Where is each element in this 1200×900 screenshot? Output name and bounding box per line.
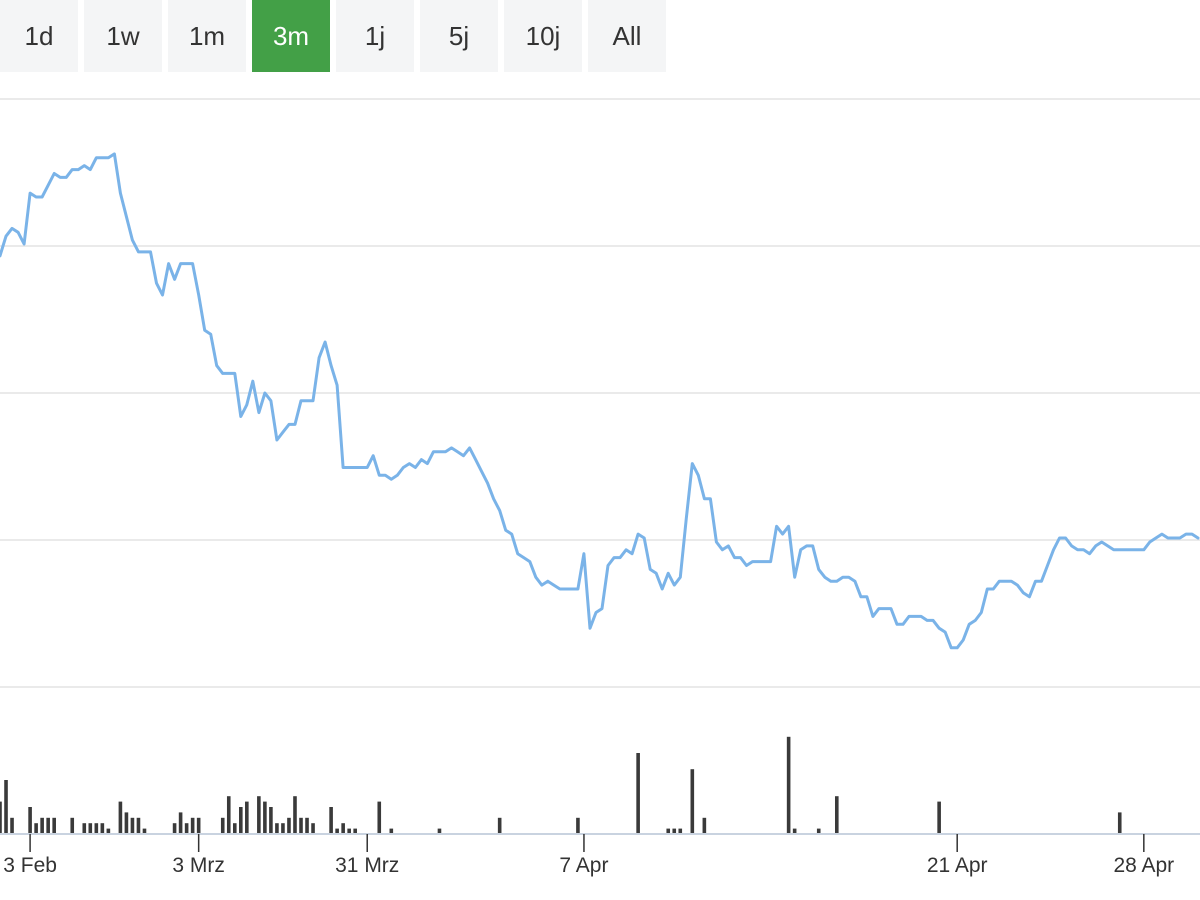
volume-bar (263, 801, 267, 834)
volume-bar (220, 817, 225, 834)
volume-bar (34, 823, 38, 834)
volume-bar (172, 823, 177, 834)
volume-bar (118, 801, 123, 834)
volume-bars (0, 736, 1122, 834)
volume-bar (239, 807, 243, 834)
volume-bar (1117, 812, 1122, 834)
volume-bar (834, 796, 839, 834)
x-tick-label: 3 Feb (3, 854, 57, 877)
volume-bar (245, 801, 249, 834)
volume-bar (106, 828, 111, 834)
volume-bar (666, 828, 671, 834)
volume-bar (636, 753, 640, 834)
volume-bar (226, 796, 231, 834)
volume-bar (690, 769, 695, 834)
volume-bar (816, 828, 821, 834)
volume-bar (28, 807, 32, 834)
volume-bar (94, 823, 99, 834)
volume-bar (341, 823, 345, 834)
range-button-1m[interactable]: 1m (168, 0, 246, 72)
range-button-10j[interactable]: 10j (504, 0, 582, 72)
volume-bar (329, 807, 333, 834)
volume-bar (40, 817, 44, 834)
volume-bar (196, 817, 201, 834)
volume-bar (190, 817, 195, 834)
price-series (0, 152, 1200, 650)
volume-bar (678, 828, 683, 834)
range-button-all[interactable]: All (588, 0, 666, 72)
volume-bar (142, 828, 147, 834)
volume-bar (10, 817, 14, 834)
volume-bar (347, 828, 351, 834)
volume-bar (184, 823, 189, 834)
x-tick-label: 3 Mrz (172, 854, 225, 877)
volume-bar (437, 828, 442, 834)
volume-bar (353, 828, 357, 834)
volume-bar (130, 817, 135, 834)
volume-bar (46, 817, 50, 834)
volume-bar (136, 817, 141, 834)
volume-bar (497, 817, 502, 834)
volume-bar (281, 823, 285, 834)
range-button-1d[interactable]: 1d (0, 0, 78, 72)
volume-bar (311, 823, 315, 834)
price-line (0, 152, 1200, 650)
volume-bar (124, 812, 129, 834)
volume-bar (576, 817, 580, 834)
gridlines (0, 98, 1200, 688)
volume-bar (672, 828, 677, 834)
volume-bar (786, 736, 791, 834)
x-tick-label: 31 Mrz (335, 854, 399, 877)
volume-bar (389, 828, 394, 834)
volume-bar (52, 817, 56, 834)
volume-bar (287, 817, 291, 834)
volume-bar (269, 807, 273, 834)
volume-bar (275, 823, 279, 834)
volume-bar (305, 817, 309, 834)
range-button-3m[interactable]: 3m (252, 0, 330, 72)
volume-bar (335, 828, 339, 834)
x-tick-label: 21 Apr (927, 854, 988, 877)
volume-bar (792, 828, 797, 834)
volume-bar (937, 801, 941, 834)
range-selector: 1d 1w 1m 3m 1j 5j 10j All (0, 0, 672, 72)
range-button-1j[interactable]: 1j (336, 0, 414, 72)
volume-bar (100, 823, 105, 834)
volume-bar (70, 817, 75, 834)
range-button-1w[interactable]: 1w (84, 0, 162, 72)
range-button-5j[interactable]: 5j (420, 0, 498, 72)
volume-bar (299, 817, 303, 834)
volume-bar (293, 796, 297, 834)
volume-bar (88, 823, 93, 834)
x-tick-label: 28 Apr (1113, 854, 1174, 877)
x-axis: 3 Feb 3 Mrz 31 Mrz 7 Apr 21 Apr 28 Apr (0, 833, 1200, 877)
volume-bar (702, 817, 707, 834)
volume-bar (4, 780, 8, 834)
volume-bar (257, 796, 261, 834)
volume-bar (0, 801, 2, 834)
volume-bar (178, 812, 183, 834)
x-tick-label: 7 Apr (559, 854, 608, 877)
volume-bar (232, 823, 237, 834)
volume-bar (377, 801, 382, 834)
volume-bar (82, 823, 87, 834)
